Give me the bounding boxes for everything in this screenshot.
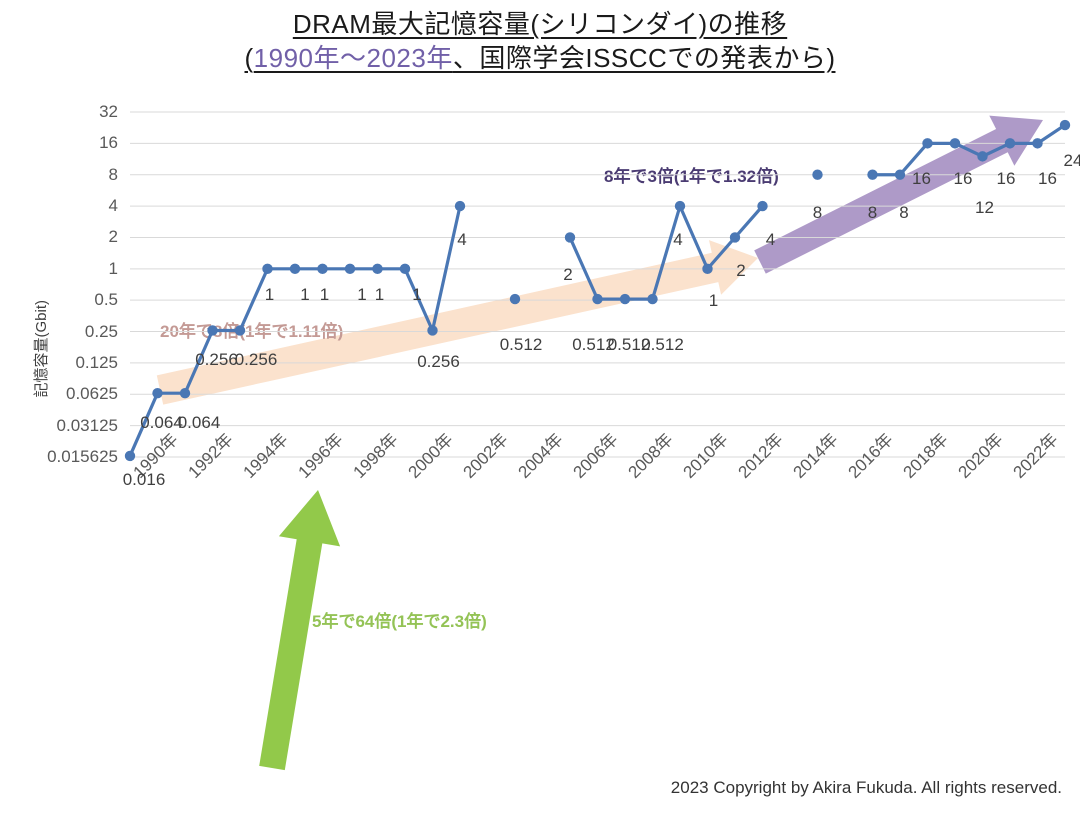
series-marker: [372, 263, 383, 275]
data-point-label: 2: [736, 261, 746, 281]
data-point-label: 1: [264, 284, 275, 304]
data-point-label: 4: [765, 230, 776, 250]
data-point-label: 1: [319, 284, 330, 304]
data-point-label: 0.064: [140, 413, 183, 433]
series-marker: [207, 325, 218, 336]
series-marker: [179, 387, 191, 399]
data-point-label: 16: [996, 169, 1016, 189]
series-marker: [757, 200, 768, 212]
title-line-1-text: DRAM最大記憶容量(シリコンダイ)の推移: [292, 9, 788, 39]
series-marker: [289, 263, 301, 275]
y-axis-tick-label: 16: [99, 133, 118, 153]
y-axis-tick-label: 4: [108, 196, 118, 216]
series-marker: [344, 263, 356, 275]
data-series: [124, 119, 1071, 462]
data-point-label: 0.512: [572, 335, 615, 355]
data-point-label: 1: [708, 290, 719, 310]
series-marker: [152, 387, 163, 399]
data-point-label: 0.016: [122, 469, 166, 489]
page-title: DRAM最大記憶容量(シリコンダイ)の推移 (1990年～2023年、国際学会I…: [0, 8, 1080, 76]
data-point-label: 0.512: [641, 335, 684, 355]
title-paren-open: (: [244, 42, 254, 73]
data-point-label: 0.256: [234, 350, 278, 370]
data-point-label: 0.256: [195, 350, 238, 370]
data-point-label: 1: [357, 284, 367, 304]
series-marker: [729, 232, 741, 243]
annotation-5y64x: 5年で64倍(1年で2.3倍): [312, 612, 487, 631]
series-marker: [619, 293, 631, 305]
data-point-label: 1: [300, 284, 310, 304]
series-marker: [1004, 138, 1016, 149]
data-point-label: 1: [374, 284, 385, 304]
series-marker: [1032, 138, 1043, 149]
series-marker: [124, 450, 136, 462]
y-axis-tick-label: 0.0625: [66, 384, 118, 404]
series-marker: [812, 169, 823, 180]
series-marker: [564, 232, 576, 243]
series-marker: [977, 151, 988, 162]
annotation-8y3x: 8年で3倍(1年で1.32倍): [604, 167, 779, 186]
series-marker: [509, 293, 521, 305]
y-axis-tick-label: 0.25: [84, 321, 118, 341]
series-line: [870, 123, 1067, 177]
data-point-label: 16: [953, 169, 973, 189]
data-point-label: 1: [412, 284, 422, 304]
series-marker: [702, 263, 713, 275]
data-point-label: 16: [1038, 169, 1057, 189]
data-point-label: 4: [457, 230, 467, 250]
series-marker: [922, 138, 933, 149]
series-marker: [949, 138, 961, 149]
data-point-label: 0.512: [499, 335, 543, 355]
data-point-label: 12: [975, 198, 994, 218]
series-line: [568, 204, 765, 301]
series-marker: [454, 200, 466, 212]
peach-growth-arrow: [156, 240, 759, 405]
series-marker: [867, 169, 878, 180]
data-point-label: 16: [912, 169, 931, 189]
series-marker: [262, 263, 273, 275]
title-line-2-rest: 、国際学会ISSCCでの発表から): [452, 42, 836, 73]
purple-growth-arrow: [754, 115, 1043, 274]
data-point-label: 8: [899, 202, 909, 222]
y-axis-tick-label: 32: [99, 102, 118, 121]
title-line-1: DRAM最大記憶容量(シリコンダイ)の推移: [0, 8, 1080, 42]
data-point-label: 24: [1063, 151, 1080, 171]
series-marker: [592, 293, 603, 305]
y-axis-tick-label: 0.5: [94, 290, 118, 310]
series-marker: [1059, 119, 1071, 131]
title-line-2: (1990年～2023年、国際学会ISSCCでの発表から): [0, 42, 1080, 76]
data-point-label: 0.256: [417, 352, 460, 372]
y-axis-tick-label: 2: [108, 227, 118, 247]
data-point-label: 4: [673, 230, 683, 250]
series-marker: [399, 263, 411, 275]
series-marker: [674, 200, 686, 212]
copyright-notice: 2023 Copyright by Akira Fukuda. All righ…: [670, 778, 1062, 797]
y-axis-tick-label: 0.03125: [56, 415, 118, 435]
data-point-label: 8: [812, 202, 823, 222]
data-point-label: 0.064: [177, 413, 221, 433]
y-axis-tick-label: 0.015625: [47, 447, 118, 466]
y-axis-tick-label: 1: [108, 258, 118, 278]
green-growth-arrow: [259, 490, 341, 771]
title-year-range: 1990年～2023年: [253, 42, 453, 73]
series-marker: [234, 325, 246, 336]
data-point-label: 0.512: [607, 335, 651, 355]
plot-area: [124, 111, 1071, 462]
data-point-label: 8: [867, 202, 878, 222]
series-marker: [894, 169, 906, 180]
y-axis-tick-label: 0.125: [75, 352, 118, 372]
y-axis-tick-label: 8: [108, 164, 118, 184]
series-marker: [647, 293, 658, 305]
series-marker: [427, 325, 438, 336]
data-point-label: 2: [563, 265, 573, 285]
series-marker: [317, 263, 328, 275]
